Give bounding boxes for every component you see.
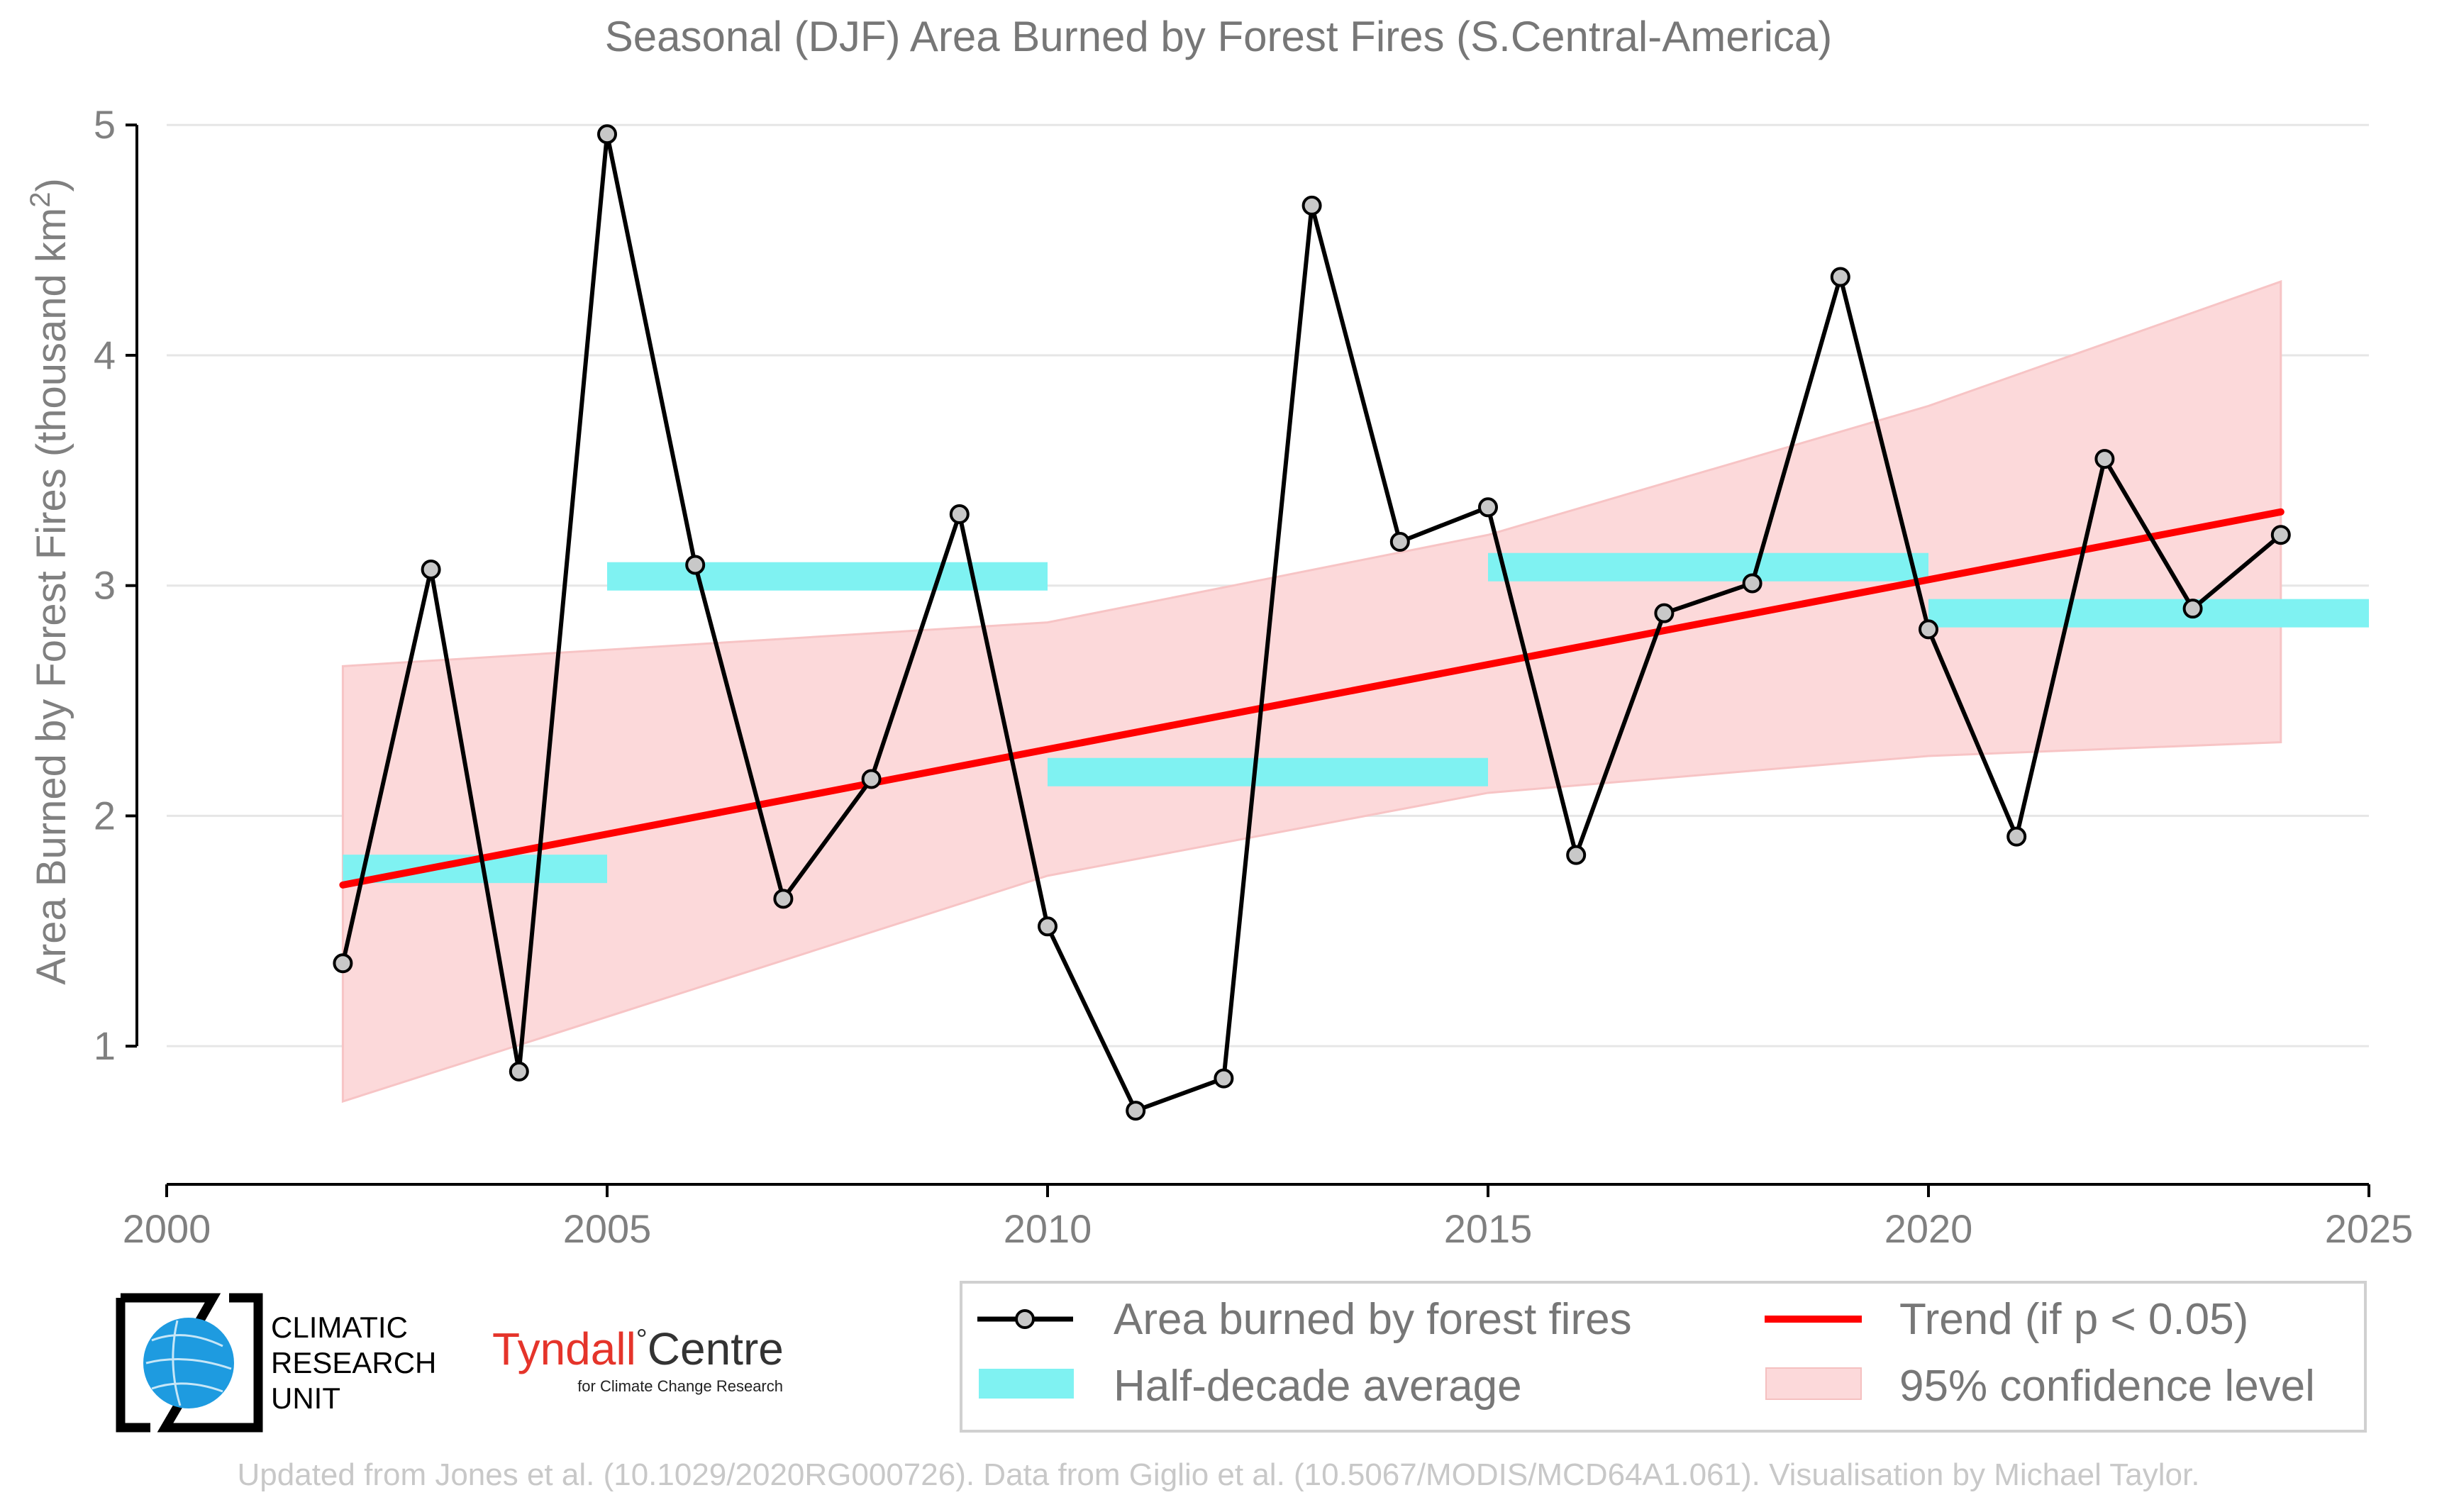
trend-line (339, 508, 2285, 889)
y-tick-label: 3 (94, 563, 116, 608)
legend-label-trend: Trend (if p < 0.05) (1899, 1295, 2248, 1344)
half-decade-bar (607, 562, 1048, 591)
data-point (773, 889, 794, 909)
legend-swatch-half-decade (979, 1369, 1074, 1399)
legend-frame (960, 1281, 2367, 1433)
data-point (1566, 845, 1587, 865)
tyndall-logo-title: Tyndall°Centre (492, 1323, 784, 1374)
confidence-band-layer (341, 279, 2282, 1104)
data-point (2006, 826, 2027, 847)
half-decade-bar (1488, 552, 1928, 582)
data-point (509, 1061, 529, 1082)
y-tick-label: 5 (94, 102, 116, 147)
x-tick-label: 2000 (123, 1206, 211, 1251)
globe-icon (143, 1318, 234, 1408)
data-point (2182, 599, 2203, 619)
tyndall-word: Tyndall (492, 1323, 636, 1374)
globe-lines (145, 1320, 232, 1406)
data-point (1389, 532, 1410, 552)
cru-text-line-3: UNIT (271, 1382, 340, 1415)
half-decade-bar (1048, 757, 1488, 786)
y-axis-label: Area Burned by Forest Fires (thousand km… (25, 178, 74, 985)
legend-swatch-confidence (1765, 1367, 1862, 1400)
y-tick-label: 1 (94, 1023, 116, 1068)
cru-text-line-2: RESEARCH (271, 1346, 436, 1379)
x-tick-label: 2025 (2325, 1206, 2414, 1251)
confidence-band (341, 279, 2282, 1104)
data-point (1742, 573, 1762, 594)
axes: 1 2 3 4 5 2000 2005 2010 2015 2020 2025 (94, 102, 2413, 1251)
data-point (421, 559, 441, 579)
cru-logo-frame (116, 1293, 263, 1433)
legend-label-half-decade: Half-decade average (1114, 1362, 1522, 1411)
tyndall-centre-word: Centre (648, 1323, 784, 1374)
cru-logo: CLIMATIC RESEARCH UNIT (116, 1293, 436, 1433)
tyndall-subtitle: for Climate Change Research (577, 1377, 783, 1395)
data-point (2270, 525, 2291, 545)
y-axis-label-close: ) (28, 178, 74, 191)
legend-swatch-area-marker (1015, 1309, 1035, 1329)
data-point (2094, 449, 2115, 469)
data-point (1654, 603, 1675, 623)
x-tick-label: 2020 (1884, 1206, 1973, 1251)
series-layer (333, 124, 2291, 1121)
y-tick-label: 4 (94, 333, 116, 377)
footer-credit: Updated from Jones et al. (10.1029/2020R… (238, 1457, 2200, 1492)
y-tick-label: 2 (94, 793, 116, 838)
y-axis-label-sup: 2 (25, 192, 56, 208)
chart-title: Seasonal (DJF) Area Burned by Forest Fir… (605, 13, 1833, 60)
x-tick-label: 2015 (1444, 1206, 1533, 1251)
data-point (597, 124, 617, 145)
data-point (1301, 195, 1322, 216)
data-point (1126, 1101, 1146, 1121)
data-point (333, 953, 353, 974)
tyndall-degree: ° (636, 1324, 648, 1355)
y-axis-label-main: Area Burned by Forest Fires (thousand km (28, 208, 74, 985)
x-tick-label: 2010 (1004, 1206, 1092, 1251)
legend-label-area: Area burned by forest fires (1114, 1295, 1632, 1344)
data-point (1214, 1068, 1234, 1089)
legend: Area burned by forest fires Trend (if p … (960, 1281, 2367, 1433)
half-decade-layer (343, 552, 2369, 884)
data-point (685, 555, 706, 575)
data-point (861, 769, 882, 789)
x-tick-label: 2005 (563, 1206, 652, 1251)
cru-text-line-1: CLIMATIC (271, 1311, 408, 1344)
data-point (949, 504, 970, 525)
data-point (1919, 619, 1938, 640)
data-point (1038, 916, 1057, 937)
half-decade-bar (1928, 599, 2369, 628)
data-point (1478, 497, 1498, 518)
trend-layer (339, 508, 2285, 889)
legend-label-confidence: 95% confidence level (1899, 1362, 2315, 1411)
tyndall-logo: Tyndall°Centre for Climate Change Resear… (492, 1323, 784, 1395)
data-point (1830, 267, 1850, 287)
